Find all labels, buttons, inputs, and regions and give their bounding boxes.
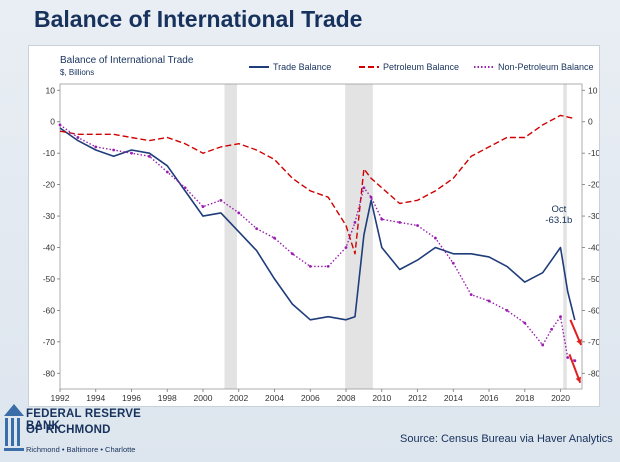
legend: Trade Balance Petroleum Balance Non-Petrol… (249, 62, 594, 72)
x-tick-label: 1994 (86, 393, 105, 403)
series-point (308, 264, 312, 268)
bank-building-icon (4, 404, 24, 451)
y-tick-label-left: -40 (43, 243, 56, 253)
series-point (362, 186, 366, 190)
y-tick-label-right: -30 (588, 211, 599, 221)
series-point (326, 264, 330, 268)
series-line (59, 114, 575, 255)
annotation-group: Oct-63.1b (545, 204, 583, 384)
x-tick-label: 1998 (158, 393, 177, 403)
series-point (290, 252, 294, 256)
x-tick-label: 2016 (480, 393, 499, 403)
series-point (353, 220, 357, 224)
y-tick-label-right: -80 (588, 368, 599, 378)
y-tick-label-right: -10 (588, 148, 599, 158)
series-point (369, 195, 373, 199)
balance-chart: 10 10 0 0 -10 -10 -20 -20 -30 -30 -40 -40 -50 -50 -60 -… (43, 55, 599, 403)
series-point (94, 145, 98, 149)
axes-layer: 10 10 0 0 -10 -10 -20 -20 -30 -30 -40 -40 -50 -50 -60 -… (43, 83, 599, 403)
y-tick-label-left: -30 (43, 211, 56, 221)
y-tick-label-left: -20 (43, 180, 56, 190)
annotation-month: Oct (551, 204, 566, 215)
logo-line-1: FEDERAL RESERVE BANK (26, 408, 142, 432)
chart-panel: 10 10 0 0 -10 -10 -20 -20 -30 -30 -40 -40 -50 -50 -60 -… (28, 45, 600, 407)
y-tick-label-left: -10 (43, 148, 56, 158)
y-tick-label-right: -60 (588, 305, 599, 315)
series-point (58, 123, 62, 127)
source-note: Source: Census Bureau via Haver Analytic… (400, 433, 613, 445)
arrow-head (575, 376, 582, 383)
series-point (255, 227, 259, 231)
series-point (541, 343, 545, 347)
y-tick-label-left: -80 (43, 368, 56, 378)
x-tick-label: 2010 (372, 393, 391, 403)
y-tick-label-right: 10 (588, 85, 598, 95)
recession-band (563, 84, 567, 389)
x-tick-label: 2014 (444, 393, 463, 403)
y-tick-label-left: -60 (43, 305, 56, 315)
series-point (165, 170, 169, 174)
fed-richmond-logo: FEDERAL RESERVE BANK OF RICHMOND Richmon… (4, 398, 174, 460)
series-point (344, 246, 348, 249)
y-tick-label-left: 0 (50, 117, 55, 127)
series-point (416, 224, 419, 227)
y-tick-label-left: 10 (46, 85, 56, 95)
y-tick-label-left: -70 (43, 337, 56, 347)
series-point (505, 308, 509, 312)
y-tick-label-right: -70 (588, 337, 599, 347)
x-tick-label: 2006 (301, 393, 320, 403)
series-point (398, 220, 402, 224)
logo-line-2: OF RICHMOND (26, 424, 111, 436)
x-tick-label: 2012 (408, 393, 427, 403)
x-tick-label: 2020 (551, 393, 570, 403)
series-point (183, 186, 187, 190)
series-point (130, 151, 133, 155)
series-point (219, 198, 223, 202)
legend-label: Trade Balance (273, 62, 331, 72)
series-point (451, 261, 455, 265)
series-point (147, 154, 151, 158)
series-point (550, 327, 554, 331)
logo-line-3: Richmond • Baltimore • Charlotte (26, 445, 136, 454)
y-tick-label-right: -20 (588, 180, 599, 190)
x-tick-label: 2018 (515, 393, 534, 403)
series-point (112, 148, 116, 152)
y-tick-label-right: 0 (588, 117, 593, 127)
series-point (487, 299, 491, 303)
legend-label: Petroleum Balance (383, 62, 459, 72)
series-layer (58, 114, 577, 363)
series-point (76, 136, 80, 139)
series-point (201, 205, 205, 209)
series-point (237, 211, 241, 215)
x-tick-label: 2004 (265, 393, 284, 403)
series-point (469, 293, 473, 297)
series-line (59, 127, 576, 321)
y-tick-label-right: -50 (588, 274, 599, 284)
series-point (273, 236, 276, 240)
annotation-value: -63.1b (545, 215, 572, 226)
slide-title: Balance of International Trade (34, 6, 363, 32)
chart-title: Balance of International Trade (60, 55, 194, 66)
y-tick-label-left: -50 (43, 274, 56, 284)
plot-area-border (59, 83, 583, 390)
series-point (573, 359, 577, 363)
series-point (434, 236, 437, 240)
series-point (559, 315, 562, 319)
series-point (566, 356, 570, 359)
x-tick-label: 2000 (194, 393, 213, 403)
series-point (523, 321, 527, 325)
x-tick-label: 2008 (337, 393, 356, 403)
y-axis-units: $, Billions (60, 68, 94, 77)
x-tick-label: 1996 (122, 393, 141, 403)
series-point (380, 217, 384, 221)
arrow-head (576, 339, 582, 345)
series-line (59, 124, 576, 362)
legend-label: Non-Petroleum Balance (498, 62, 594, 72)
recession-shading-layer (224, 84, 567, 389)
recession-band (224, 84, 237, 389)
y-tick-label-right: -40 (588, 243, 599, 253)
x-tick-label: 1992 (51, 393, 70, 403)
x-tick-label: 2002 (229, 393, 248, 403)
